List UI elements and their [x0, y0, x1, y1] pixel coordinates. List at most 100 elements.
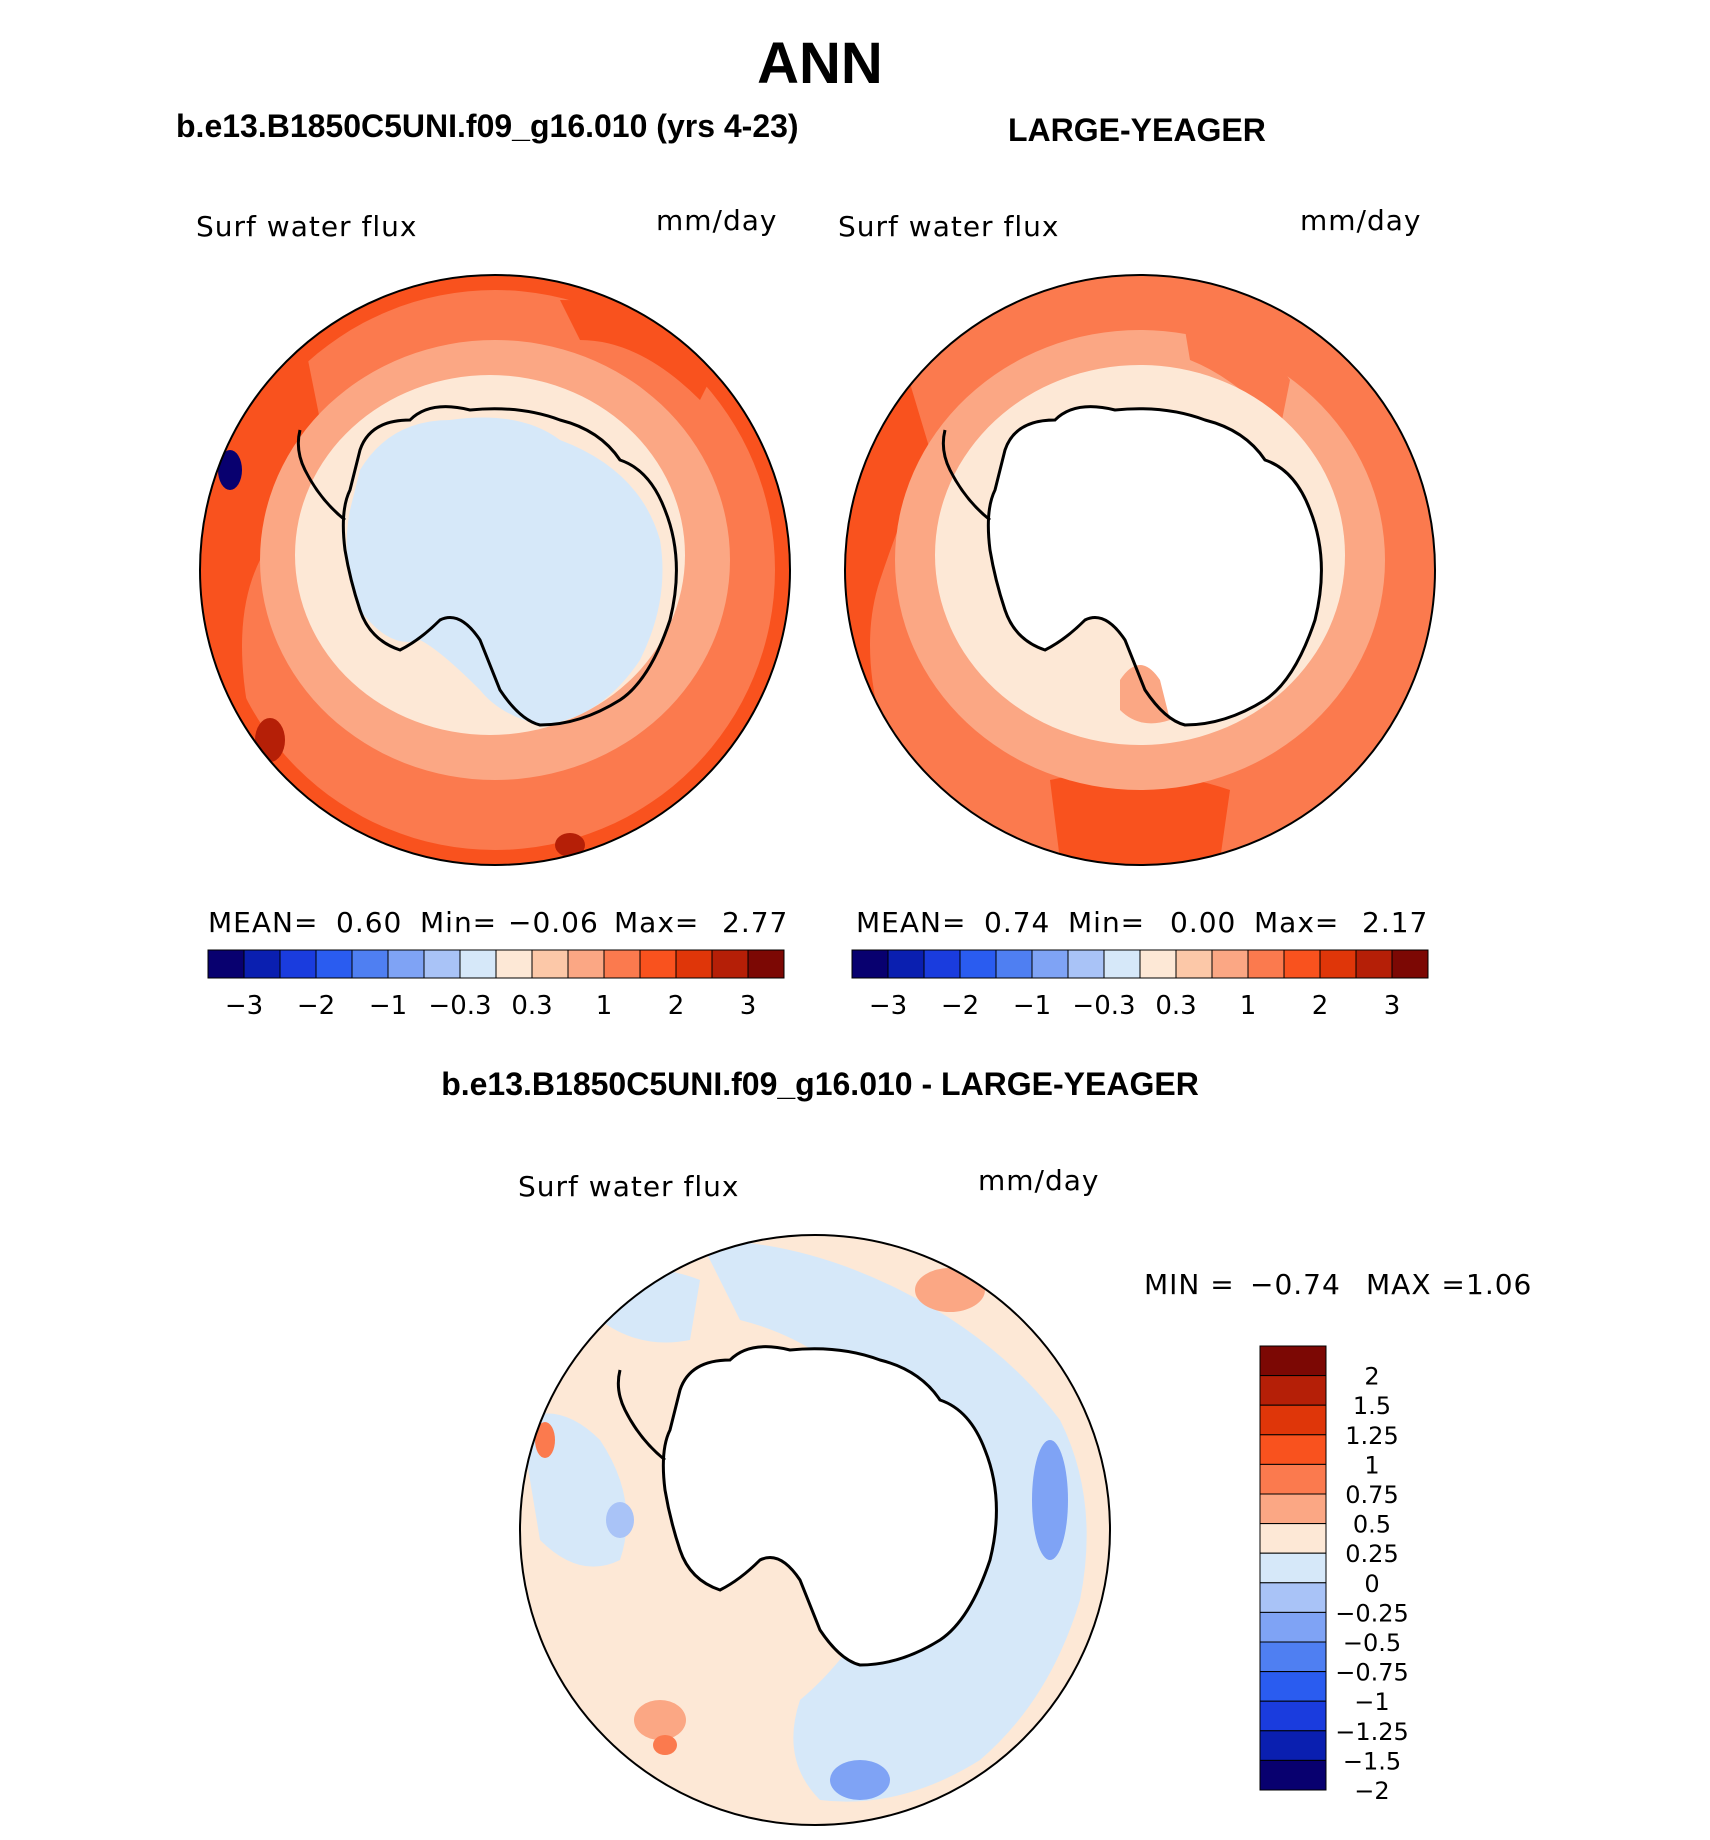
right-colorbar-tick-label: −2 — [941, 991, 979, 1021]
diff-colorbar-tick-label: 2 — [1364, 1363, 1379, 1391]
diff-colorbar-swatch — [1259, 1345, 1327, 1377]
left-colorbar-tick-label: −1 — [369, 991, 407, 1021]
left-colorbar-tick-label: −0.3 — [428, 991, 491, 1021]
right-colorbar-swatch — [1247, 949, 1285, 979]
diff-colorbar-swatch — [1259, 1404, 1327, 1436]
left-min-value: −0.06 — [508, 906, 599, 939]
diff-colorbar-tick-label: −1 — [1354, 1688, 1389, 1716]
right-colorbar-tick-label: −1 — [1013, 991, 1051, 1021]
diff-colorbar-tick-label: −0.5 — [1343, 1629, 1401, 1657]
right-colorbar-tick-label: 3 — [1384, 991, 1401, 1021]
diff-variable-label: Surf water flux — [518, 1170, 740, 1203]
right-units-label: mm/day — [1300, 204, 1422, 237]
right-colorbar-swatch — [851, 949, 889, 979]
left-peninsula — [296, 429, 346, 522]
left-variable-label: Surf water flux — [196, 210, 418, 243]
left-colorbar-swatch — [531, 949, 569, 979]
right-orange-patch — [1180, 300, 1290, 430]
diff-positive-w — [535, 1422, 555, 1458]
diff-polar-map — [519, 1234, 1111, 1826]
left-colorbar-tick-label: 3 — [740, 991, 757, 1021]
diff-colorbar-tick-label: 0.25 — [1345, 1540, 1398, 1568]
diff-peninsula — [616, 1369, 666, 1462]
right-polar-map — [844, 274, 1436, 866]
diff-colorbar-swatch — [1259, 1493, 1327, 1525]
right-colorbar-swatch — [1103, 949, 1141, 979]
diff-min-value: −0.74 — [1250, 1268, 1341, 1301]
right-coastline — [986, 405, 1323, 727]
left-colorbar-swatch — [567, 949, 605, 979]
right-colorbar: −3 −2 −1 −0.3 0.3 1 2 3 — [851, 949, 1429, 1021]
right-colorbar-swatch — [923, 949, 961, 979]
right-colorbar-swatch — [1031, 949, 1069, 979]
diff-blue-east — [1032, 1440, 1068, 1560]
left-max-spot — [255, 718, 285, 762]
left-mean-value: 0.60 — [336, 906, 403, 939]
diff-colorbar-swatch — [1259, 1611, 1327, 1643]
diff-colorbar-tick-label: −1.25 — [1335, 1718, 1409, 1746]
left-max-spot-2 — [555, 833, 585, 857]
right-ross-patch — [1120, 665, 1170, 724]
left-colorbar-swatch — [207, 949, 245, 979]
diff-coastline — [661, 1345, 998, 1667]
right-mean-value: 0.74 — [984, 906, 1051, 939]
diff-colorbar-swatch — [1259, 1641, 1327, 1673]
left-colorbar-swatch — [243, 949, 281, 979]
right-max-label: Max= — [1254, 906, 1340, 939]
diff-max-value: 1.06 — [1466, 1268, 1533, 1301]
right-colorbar-swatch — [959, 949, 997, 979]
right-colorbar-tick-label: −0.3 — [1072, 991, 1135, 1021]
left-colorbar-swatch — [711, 949, 749, 979]
right-colorbar-swatch — [1319, 949, 1357, 979]
diff-colorbar-tick-label: −0.75 — [1335, 1659, 1409, 1687]
left-colorbar-tick-label: −3 — [225, 991, 263, 1021]
left-colorbar-swatch — [603, 949, 641, 979]
right-colorbar-tick-label: 2 — [1312, 991, 1329, 1021]
diff-title: b.e13.B1850C5UNI.f09_g16.010 - LARGE-YEA… — [441, 1066, 1199, 1102]
diff-positive-sw — [634, 1700, 686, 1740]
diff-colorbar-tick-label: 0.5 — [1353, 1511, 1391, 1539]
right-colorbar-swatch — [1067, 949, 1105, 979]
left-colorbar-swatch — [351, 949, 389, 979]
left-colorbar-swatch — [675, 949, 713, 979]
left-case-title: b.e13.B1850C5UNI.f09_g16.010 (yrs 4-23) — [176, 108, 799, 144]
left-colorbar-swatch — [315, 949, 353, 979]
diff-negative-arc — [700, 1240, 1087, 1802]
left-mean-label: MEAN= — [208, 906, 319, 939]
diff-colorbar-tick-label: 1.5 — [1353, 1392, 1391, 1420]
right-colorbar-swatch — [995, 949, 1033, 979]
left-colorbar-tick-label: 0.3 — [511, 991, 552, 1021]
left-min-label: Min= — [420, 906, 498, 939]
left-colorbar-swatch — [387, 949, 425, 979]
left-colorbar-tick-label: 1 — [596, 991, 613, 1021]
diff-colorbar-swatch — [1259, 1671, 1327, 1702]
diff-colorbar-tick-label: 1 — [1364, 1451, 1379, 1479]
right-colorbar-swatch — [1391, 949, 1429, 979]
diff-antarctic-land — [663, 1346, 997, 1665]
right-colorbar-swatch — [1175, 949, 1213, 979]
left-colorbar-swatch — [495, 949, 533, 979]
diff-blue-south — [830, 1760, 890, 1800]
diff-colorbar-swatch — [1259, 1375, 1327, 1406]
left-colorbar: −3 −2 −1 −0.3 0.3 1 2 3 — [207, 949, 785, 1021]
diff-colorbar-swatch — [1259, 1700, 1327, 1732]
left-colorbar-swatch — [423, 949, 461, 979]
diff-colorbar-swatch — [1259, 1730, 1327, 1761]
left-colorbar-swatch — [459, 949, 497, 979]
diff-colorbar-swatch — [1259, 1434, 1327, 1465]
diff-colorbar-swatch — [1259, 1582, 1327, 1613]
right-colorbar-swatch — [887, 949, 925, 979]
diff-colorbar-tick-label: −2 — [1354, 1777, 1389, 1805]
right-peninsula — [941, 429, 991, 522]
diff-colorbar-swatch — [1259, 1759, 1327, 1791]
diff-colorbar-tick-label: −0.25 — [1335, 1599, 1409, 1627]
right-antarctic-land — [988, 406, 1322, 725]
right-colorbar-swatch — [1283, 949, 1321, 979]
left-polar-map — [199, 274, 791, 866]
right-variable-label: Surf water flux — [838, 210, 1060, 243]
right-colorbar-tick-label: −3 — [869, 991, 907, 1021]
left-colorbar-swatch — [279, 949, 317, 979]
left-units-label: mm/day — [656, 204, 778, 237]
diff-positive-sw-core — [653, 1735, 677, 1755]
